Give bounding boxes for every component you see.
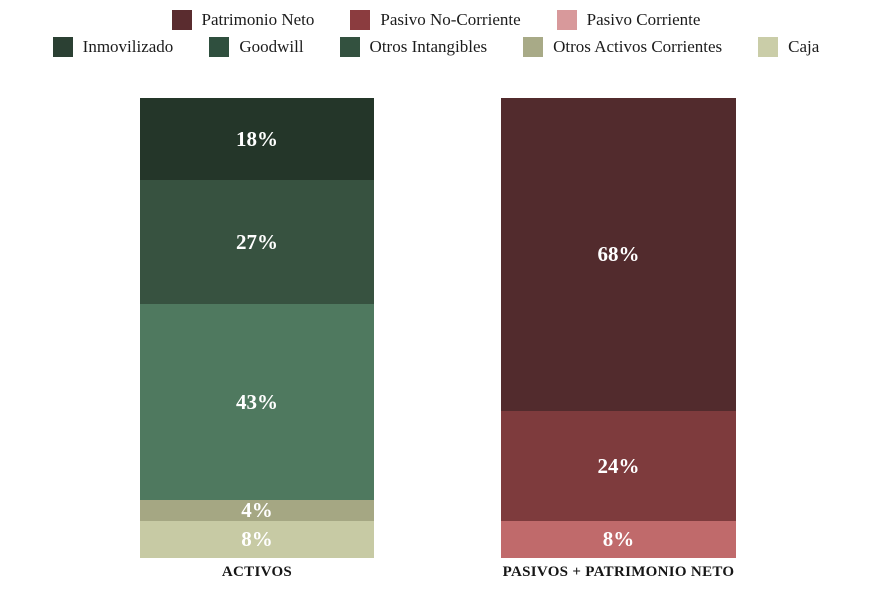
legend-swatch-otros-intangibles <box>339 37 360 57</box>
legend-label: Pasivo No-Corriente <box>380 10 521 29</box>
segment-value-label: 43% <box>236 389 278 414</box>
segment-value-label: 68% <box>597 241 640 266</box>
segment-value-label: 8% <box>241 527 273 552</box>
legend-item-inmovilizado: Inmovilizado <box>52 37 174 57</box>
legend-swatch-goodwill <box>209 37 230 57</box>
legend-label: Patrimonio Neto <box>201 10 315 29</box>
segment-pasivo-corriente: 8% <box>501 521 736 558</box>
legend-item-goodwill: Goodwill <box>209 37 304 57</box>
legend-swatch-caja <box>758 37 779 57</box>
legend-row-pasivos: Patrimonio Neto Pasivo No-Corriente Pasivo… <box>0 10 872 30</box>
segment-otros-activos-corrientes: 4% <box>140 498 374 523</box>
legend-row-activos: Inmovilizado Goodwill Otros Intangibles Otr… <box>0 37 872 57</box>
legend-item-pasivo-no-corriente: Pasivo No-Corriente <box>350 10 521 30</box>
segment-value-label: 24% <box>597 453 640 478</box>
segment-inmovilizado: 18% <box>140 98 374 181</box>
legend-label: Caja <box>788 37 820 56</box>
segment-otros-intangibles: 43% <box>140 303 374 501</box>
legend-label: Otros Intangibles <box>369 37 488 56</box>
segment-value-label: 27% <box>236 229 278 254</box>
bar-activos: 18% 27% 43% 4% 8% <box>140 98 374 558</box>
segment-value-label: 8% <box>602 527 635 552</box>
legend-item-otros-activos-corrientes: Otros Activos Corrientes <box>523 37 722 57</box>
legend-label: Goodwill <box>239 37 304 56</box>
legend-item-patrimonio-neto: Patrimonio Neto <box>171 10 315 30</box>
segment-caja: 8% <box>140 521 374 558</box>
chart-legend: Patrimonio Neto Pasivo No-Corriente Pasivo… <box>0 10 872 64</box>
legend-swatch-pasivo-no-corriente <box>350 10 371 30</box>
segment-patrimonio-neto: 68% <box>501 98 736 411</box>
legend-label: Otros Activos Corrientes <box>553 37 723 56</box>
bar-pasivos-patrimonio: 68% 24% 8% <box>501 98 736 558</box>
axis-label-pasivos-patrimonio: PASIVOS + PATRIMONIO NETO <box>502 564 735 580</box>
legend-swatch-pasivo-corriente <box>556 10 577 30</box>
legend-swatch-otros-activos-corrientes <box>523 37 544 57</box>
legend-swatch-inmovilizado <box>52 37 73 57</box>
legend-swatch-patrimonio-neto <box>171 10 192 30</box>
segment-pasivo-no-corriente: 24% <box>501 410 736 522</box>
legend-label: Inmovilizado <box>82 37 174 56</box>
legend-label: Pasivo Corriente <box>586 10 701 29</box>
segment-goodwill: 27% <box>140 180 374 304</box>
legend-item-otros-intangibles: Otros Intangibles <box>339 37 488 57</box>
axis-label-activos: ACTIVOS <box>221 564 293 580</box>
segment-value-label: 18% <box>236 126 278 151</box>
segment-value-label: 4% <box>241 498 273 523</box>
legend-item-pasivo-corriente: Pasivo Corriente <box>556 10 701 30</box>
legend-item-caja: Caja <box>758 37 819 57</box>
